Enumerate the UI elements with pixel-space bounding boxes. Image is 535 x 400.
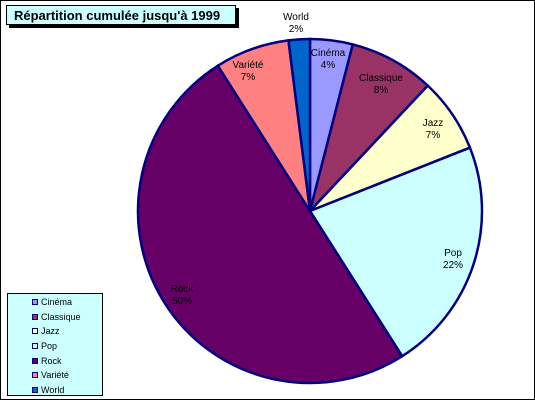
slice-label-jazz: Jazz 7% — [423, 118, 444, 141]
legend-item-variété: Variété — [8, 368, 102, 383]
slice-label-world: World 2% — [283, 12, 309, 35]
legend-label: Variété — [41, 370, 69, 381]
slice-label-pop: Pop 22% — [443, 248, 463, 271]
legend-label: Rock — [41, 355, 62, 366]
pie-slice-world — [287, 37, 312, 212]
pie-slice-pop — [308, 146, 484, 358]
legend-label: Cinéma — [41, 297, 73, 308]
legend-swatch — [32, 328, 38, 335]
chart-title: Répartition cumulée jusqu'à 1999 — [6, 5, 236, 25]
legend-item-cinéma: Cinéma — [8, 295, 102, 310]
legend-item-pop: Pop — [8, 339, 102, 354]
legend-item-jazz: Jazz — [8, 324, 102, 339]
legend-label: World — [41, 384, 65, 395]
legend-swatch — [32, 299, 38, 306]
legend-label: Pop — [41, 341, 58, 352]
pie-slice-rock — [137, 64, 404, 385]
slice-label-cinéma: Cinéma 4% — [311, 48, 346, 71]
legend-swatch — [32, 357, 38, 364]
legend: Cinéma Classique Jazz Pop Rock Variété World — [7, 293, 103, 396]
slice-label-classique: Classique 8% — [359, 73, 403, 96]
legend-label: Classique — [41, 311, 81, 322]
legend-label: Jazz — [41, 326, 60, 337]
legend-item-rock: Rock — [8, 353, 102, 368]
legend-swatch — [32, 313, 38, 320]
legend-item-classique: Classique — [8, 310, 102, 325]
legend-swatch — [32, 386, 38, 393]
legend-item-world: World — [8, 383, 102, 398]
slice-label-rock: Rock 50% — [171, 284, 195, 307]
legend-swatch — [32, 343, 38, 350]
legend-swatch — [32, 372, 38, 379]
slice-label-variété: Variété 7% — [233, 60, 264, 83]
